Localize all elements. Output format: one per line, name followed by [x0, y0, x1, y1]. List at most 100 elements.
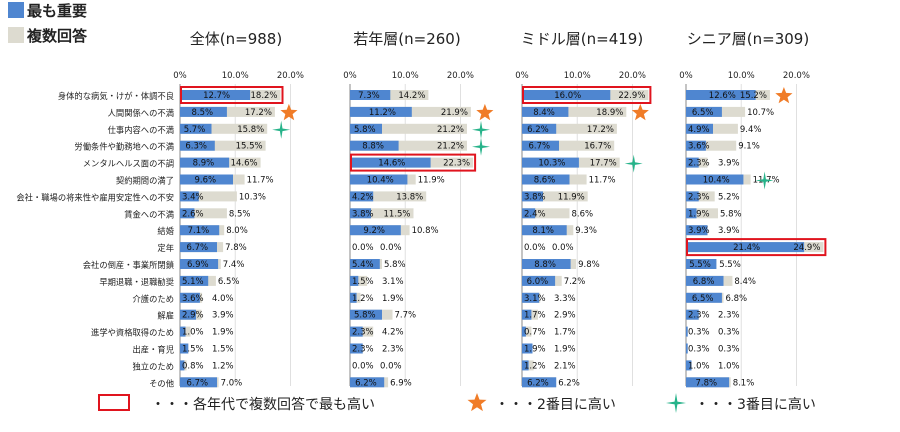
category-label: 会社の倒産・事業所閉鎖 — [83, 260, 175, 270]
bar-primary — [522, 90, 611, 100]
label-primary: 6.8% — [693, 277, 715, 287]
category-label: 結婚 — [157, 226, 174, 236]
label-primary: 1.9% — [524, 345, 546, 355]
category-label: 出産・育児 — [133, 345, 175, 355]
label-primary: 12.7% — [203, 91, 230, 101]
bar-primary — [686, 174, 744, 185]
label-multiple: 9.8% — [578, 260, 600, 270]
bar-primary — [522, 174, 570, 185]
label-primary: 0.3% — [688, 328, 710, 338]
label-multiple: 4.0% — [212, 294, 234, 304]
tick-label: 0% — [679, 71, 693, 81]
label-primary: 0.7% — [524, 328, 546, 338]
label-primary: 2.3% — [352, 345, 374, 355]
footer-legend: ・・・各年代で複数回答で最も高い ・・・2番目に高い ・・・3番目に高い — [98, 393, 816, 413]
label-primary: 10.4% — [367, 176, 394, 186]
bar-primary — [180, 360, 185, 371]
chart-panels: 全体(n=988) 0% 10.0% 20.0% 12.7% 18.2% 8.5% 17.2%… — [173, 30, 827, 388]
category-label: 賃金への不満 — [124, 209, 174, 219]
label-primary: 1.2% — [524, 361, 546, 371]
panel: ミドル層(n=419) 0% 10.0% 20.0% 16.0% 22.9% 8.4% 18.… — [515, 30, 652, 388]
label-multiple: 24.9% — [793, 243, 820, 253]
label-primary: 7.8% — [696, 378, 718, 388]
category-label: 仕事内容への不満 — [108, 125, 174, 135]
label-multiple: 0.3% — [718, 328, 740, 338]
bar-primary — [522, 157, 579, 168]
label-multiple: 8.5% — [229, 209, 251, 219]
label-multiple: 9.4% — [740, 125, 762, 135]
label-multiple: 5.5% — [719, 260, 741, 270]
label-primary: 5.1% — [182, 277, 204, 287]
bar-primary — [180, 208, 195, 219]
label-multiple: 0.0% — [552, 243, 574, 253]
label-multiple: 3.9% — [718, 159, 740, 169]
label-primary: 2.9% — [182, 311, 204, 321]
label-multiple: 7.7% — [395, 311, 417, 321]
label-multiple: 13.8% — [396, 192, 423, 202]
bar-primary — [350, 174, 408, 185]
tick-label: 20.0% — [447, 71, 474, 81]
bar-primary — [686, 123, 713, 134]
bar-primary — [180, 140, 215, 151]
label-primary: 3.8% — [352, 209, 374, 219]
label-multiple: 1.2% — [212, 361, 234, 371]
tick-label: 10.0% — [222, 71, 249, 81]
bar-primary — [350, 208, 371, 219]
bar-primary — [180, 309, 196, 320]
label-primary: 8.1% — [532, 226, 554, 236]
label-multiple: 18.2% — [251, 91, 278, 101]
bar-primary — [180, 242, 217, 253]
bar-primary — [686, 225, 708, 236]
bar-primary — [686, 292, 722, 303]
panel-title: 全体(n=988) — [190, 30, 282, 48]
star-icon — [280, 103, 298, 121]
bar-multiple — [180, 191, 237, 202]
panel-title: ミドル層(n=419) — [521, 30, 643, 48]
bar-primary — [522, 123, 557, 134]
bar-primary — [180, 259, 219, 269]
label-primary: 3.9% — [688, 226, 710, 236]
bar-primary — [350, 157, 431, 168]
tick-label: 20.0% — [783, 71, 810, 81]
label-primary: 2.3% — [688, 192, 710, 202]
label-primary: 0.0% — [352, 243, 374, 253]
label-primary: 4.2% — [352, 192, 374, 202]
bar-primary — [522, 343, 533, 354]
label-multiple: 7.2% — [564, 277, 586, 287]
label-multiple: 9.1% — [738, 142, 760, 152]
label-multiple: 15.8% — [237, 125, 264, 135]
tick-label: 0% — [173, 71, 187, 81]
bar-multiple — [180, 140, 266, 151]
bar-multiple — [522, 326, 532, 337]
bar-multiple — [180, 123, 268, 134]
label-primary: 2.3% — [688, 311, 710, 321]
label-primary: 6.5% — [692, 294, 714, 304]
tick-label: 0% — [343, 71, 357, 81]
label-primary: 5.8% — [354, 125, 376, 135]
label-multiple: 14.6% — [231, 159, 258, 169]
label-primary: 2.3% — [688, 159, 710, 169]
label-primary: 10.3% — [538, 159, 565, 169]
bar-primary — [686, 360, 692, 371]
panel-title: 若年層(n=260) — [353, 30, 460, 48]
label-primary: 3.1% — [524, 294, 546, 304]
label-primary: 5.4% — [352, 260, 374, 270]
bar-primary — [180, 106, 227, 117]
label-primary: 1.9% — [688, 209, 710, 219]
label-multiple: 8.6% — [572, 209, 594, 219]
bar-primary — [180, 157, 230, 168]
label-primary: 16.0% — [554, 91, 581, 101]
bar-multiple — [522, 106, 627, 117]
label-multiple: 1.9% — [212, 328, 234, 338]
label-multiple: 1.7% — [554, 328, 576, 338]
label-multiple: 6.9% — [390, 378, 412, 388]
legend-multiple-swatch — [8, 27, 24, 43]
sparkle-icon — [472, 137, 490, 156]
label-primary: 6.3% — [185, 142, 207, 152]
label-primary: 5.8% — [354, 311, 376, 321]
label-primary: 6.2% — [527, 125, 549, 135]
label-multiple: 6.8% — [726, 294, 748, 304]
label-multiple: 5.8% — [720, 209, 742, 219]
panel-title: シニア層(n=309) — [687, 30, 809, 48]
